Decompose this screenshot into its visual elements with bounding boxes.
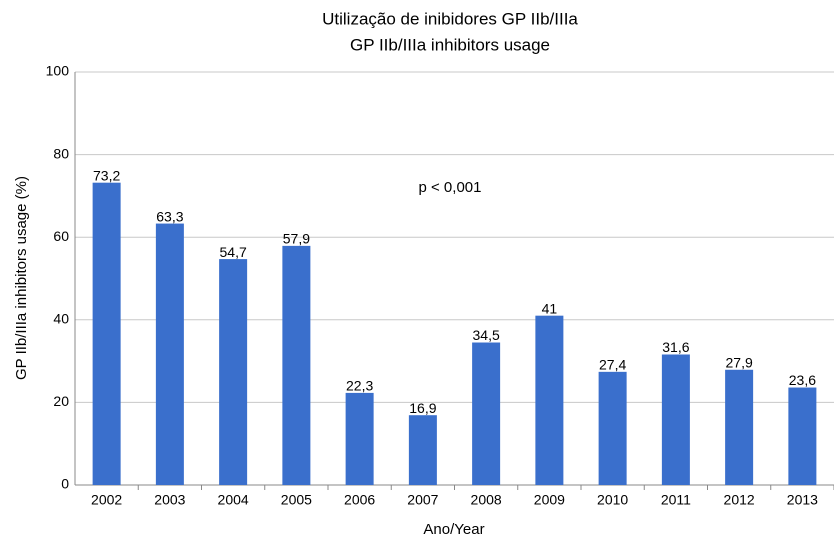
y-tick-label: 80 — [53, 145, 69, 161]
bar — [92, 182, 121, 485]
bar — [345, 392, 374, 485]
y-tick-label: 40 — [53, 311, 69, 327]
bar — [282, 245, 311, 485]
annotation: p < 0,001 — [419, 179, 482, 196]
value-label: 27,4 — [599, 357, 626, 373]
value-label: 54,7 — [220, 244, 247, 260]
value-label: 16,9 — [409, 400, 436, 416]
bar — [725, 369, 754, 485]
x-tick-label: 2012 — [724, 492, 755, 508]
x-tick-label: 2005 — [281, 492, 312, 508]
value-label: 34,5 — [473, 327, 500, 343]
bar — [472, 342, 501, 485]
x-tick-label: 2010 — [597, 492, 628, 508]
y-tick-label: 60 — [53, 228, 69, 244]
x-tick-label: 2011 — [661, 492, 691, 508]
y-tick-label: 20 — [53, 393, 69, 409]
value-label: 27,9 — [726, 354, 753, 370]
x-tick-label: 2003 — [154, 492, 185, 508]
x-axis-label: Ano/Year — [423, 521, 484, 538]
value-label: 41 — [542, 300, 558, 316]
chart-subtitle: GP IIb/IIIa inhibitors usage — [350, 35, 550, 54]
x-tick-label: 2007 — [407, 492, 438, 508]
y-axis-label: GP IIb/IIIa inhibitors usage (%) — [13, 176, 30, 380]
x-tick-label: 2008 — [471, 492, 502, 508]
y-tick-label: 100 — [46, 63, 70, 79]
x-tick-label: 2009 — [534, 492, 565, 508]
x-tick-label: 2013 — [787, 492, 818, 508]
bar — [535, 315, 564, 485]
chart-title: Utilização de inibidores GP IIb/IIIa — [322, 9, 578, 28]
value-label: 22,3 — [346, 378, 373, 394]
x-tick-label: 2006 — [344, 492, 375, 508]
bar — [661, 354, 690, 485]
bar — [155, 223, 184, 486]
value-label: 63,3 — [156, 208, 183, 224]
x-tick-label: 2002 — [91, 492, 122, 508]
value-label: 73,2 — [93, 167, 120, 183]
bar — [408, 415, 437, 485]
value-label: 23,6 — [789, 372, 816, 388]
x-tick-label: 2004 — [218, 492, 249, 508]
value-label: 31,6 — [662, 339, 689, 355]
bar — [598, 371, 627, 485]
y-tick-label: 0 — [61, 476, 69, 492]
bar — [788, 387, 817, 485]
value-label: 57,9 — [283, 231, 310, 247]
bar — [219, 259, 248, 485]
